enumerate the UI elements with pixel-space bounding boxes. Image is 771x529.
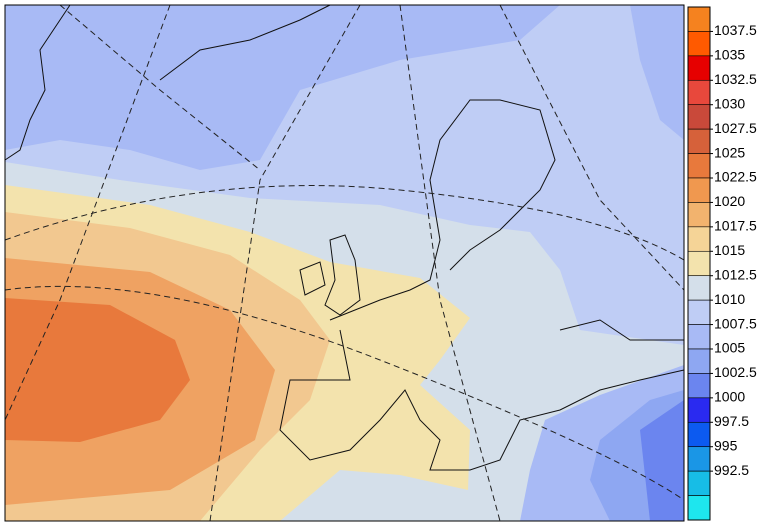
coastline <box>4 4 71 161</box>
colorbar-label: 1012.5 <box>714 266 757 282</box>
colorbar-box <box>687 153 711 179</box>
colorbar-label: 1007.5 <box>714 315 757 331</box>
coastline <box>159 4 331 81</box>
colorbar-box <box>687 421 711 448</box>
colorbar-label: 1000 <box>714 389 745 405</box>
colorbar-box <box>687 470 711 496</box>
coastline <box>324 234 361 316</box>
map <box>4 4 685 522</box>
colorbar-box <box>687 31 711 57</box>
field-low <box>630 5 684 140</box>
colorbar-label: 1010 <box>714 291 745 307</box>
graticule <box>209 4 361 522</box>
colorbar-label: 995 <box>714 437 738 453</box>
map-frame <box>4 4 685 522</box>
colorbar-label: 1025 <box>714 144 745 160</box>
colorbar-label: 992.5 <box>714 462 749 478</box>
colorbar-box <box>687 128 711 154</box>
colorbar-box <box>687 275 711 301</box>
colorbar-box <box>687 250 711 277</box>
colorbar-label: 1037.5 <box>714 22 757 38</box>
graticule <box>59 4 261 171</box>
graticule <box>499 4 685 291</box>
colorbar-box <box>687 55 711 81</box>
colorbar-box <box>687 373 711 399</box>
colorbar-label: 1020 <box>714 193 745 209</box>
colorbar-box <box>687 177 711 203</box>
colorbar-box <box>687 104 711 130</box>
colorbar-label: 1005 <box>714 340 745 356</box>
colorbar-box <box>687 299 711 325</box>
colorbar-box <box>687 397 711 423</box>
colorbar-box <box>687 202 711 228</box>
colorbar-label: 1032.5 <box>714 71 757 87</box>
field-high <box>5 298 190 442</box>
coastline <box>279 329 685 471</box>
graticule <box>399 4 501 522</box>
colorbar-box <box>687 6 711 32</box>
colorbar-label: 1017.5 <box>714 218 757 234</box>
coastline <box>559 319 684 341</box>
colorbar-label: 997.5 <box>714 413 749 429</box>
graticule <box>4 4 171 421</box>
colorbar-label: 1002.5 <box>714 364 757 380</box>
colorbar-box <box>687 446 711 472</box>
colorbar-label: 1022.5 <box>714 169 757 185</box>
colorbar-box <box>687 495 711 521</box>
colorbar-label: 1030 <box>714 95 745 111</box>
colorbar-frame <box>687 6 711 521</box>
coastline <box>329 99 556 321</box>
colorbar-box <box>687 324 711 350</box>
colorbar-label: 1035 <box>714 47 745 63</box>
colorbar-label: 1027.5 <box>714 120 757 136</box>
field-low <box>640 400 684 521</box>
colorbar-label: 1015 <box>714 242 745 258</box>
field-low <box>5 5 560 170</box>
graticule <box>4 185 685 261</box>
colorbar-box <box>687 79 711 106</box>
colorbar-box <box>687 226 711 252</box>
colorbar: 1037.5 1035 1032.5 1030 1027.5 1025 1022.5 1020… <box>687 6 757 521</box>
graticule <box>4 285 685 501</box>
colorbar-box <box>687 348 711 374</box>
coastline <box>299 261 326 296</box>
